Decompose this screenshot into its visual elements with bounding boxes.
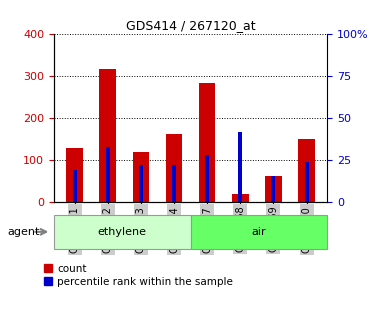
Bar xyxy=(238,132,242,202)
Bar xyxy=(99,69,116,202)
Bar xyxy=(166,133,182,202)
Bar xyxy=(271,176,275,202)
Bar xyxy=(298,138,315,202)
Bar xyxy=(199,83,216,202)
Bar xyxy=(132,153,149,202)
Bar xyxy=(305,162,308,202)
Bar xyxy=(265,175,282,202)
Bar xyxy=(139,165,143,202)
Bar xyxy=(54,215,191,249)
Text: agent: agent xyxy=(8,227,40,237)
Text: ethylene: ethylene xyxy=(98,227,147,237)
Bar xyxy=(232,194,249,202)
Text: air: air xyxy=(252,227,266,237)
Bar xyxy=(191,215,327,249)
Title: GDS414 / 267120_at: GDS414 / 267120_at xyxy=(126,19,255,33)
Bar xyxy=(172,165,176,202)
Bar xyxy=(66,148,83,202)
Bar xyxy=(205,155,209,202)
Bar xyxy=(106,147,110,202)
Legend: count, percentile rank within the sample: count, percentile rank within the sample xyxy=(44,264,233,287)
Bar xyxy=(73,170,77,202)
